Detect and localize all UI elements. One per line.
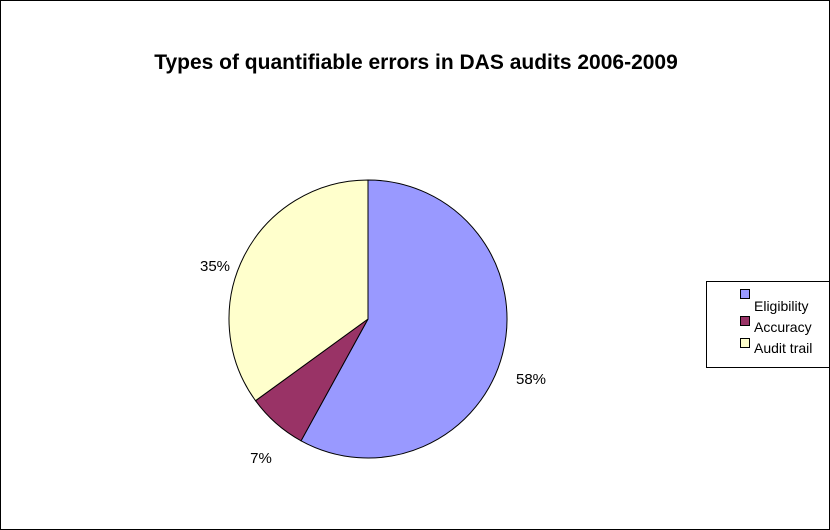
legend-label: Accuracy	[754, 319, 812, 335]
pie-slices	[228, 179, 508, 459]
pie-slice-eligibility	[300, 179, 508, 459]
data-label-accuracy: 7%	[250, 450, 272, 467]
data-label-audit-trail: 35%	[200, 258, 230, 275]
legend-label: Eligibility	[754, 298, 809, 314]
chart-title: Types of quantifiable errors in DAS audi…	[154, 51, 678, 74]
legend-label: Audit trail	[754, 340, 813, 356]
legend-swatch-audit-trail	[740, 338, 750, 348]
legend-swatch-eligibility	[740, 289, 750, 299]
data-label-eligibility: 58%	[516, 371, 546, 388]
legend: Eligibility Accuracy Audit trail	[706, 281, 829, 368]
legend-swatch-accuracy	[740, 316, 750, 326]
pie-slice-audit-trail	[228, 179, 369, 402]
pie-data-labels: 58% 7% 35%	[200, 258, 546, 467]
